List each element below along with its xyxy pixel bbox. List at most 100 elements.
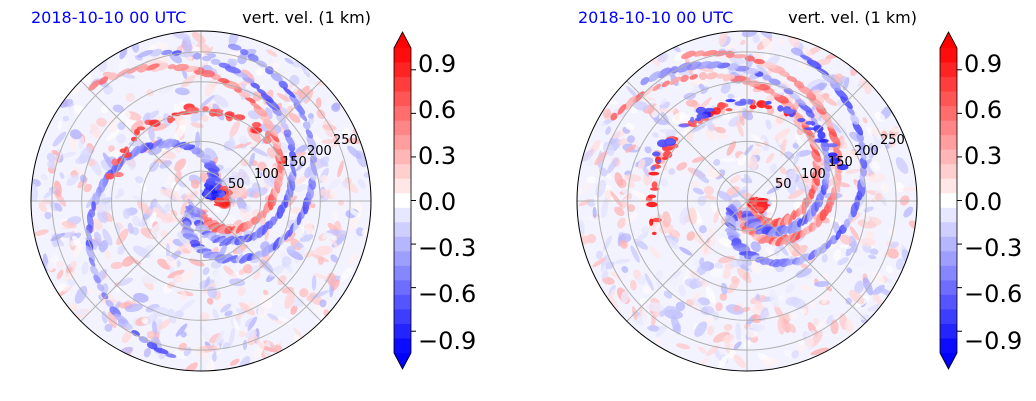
field-band-cell — [139, 142, 150, 154]
field-cell — [242, 240, 257, 255]
field-cell — [191, 31, 206, 44]
field-cell — [841, 142, 848, 149]
field-cell — [115, 192, 123, 199]
field-cell — [56, 269, 64, 280]
polar-grid — [31, 31, 371, 371]
field-band-cell — [153, 347, 169, 354]
field-band-cell — [617, 103, 627, 115]
field-cell — [730, 189, 747, 199]
panel-variable-label: vert. vel. (1 km) — [242, 8, 371, 27]
field-band-cell — [698, 72, 708, 80]
field-cell — [101, 310, 108, 324]
field-cell — [62, 151, 76, 158]
field-cell — [696, 260, 711, 276]
field-cell — [671, 88, 685, 101]
field-cell — [733, 305, 740, 312]
field-cell — [713, 159, 721, 166]
field-cell — [716, 133, 729, 139]
colorbar-swatch — [940, 178, 957, 194]
field-cell — [190, 107, 206, 123]
feature-cell — [647, 194, 657, 199]
field-cell — [168, 308, 177, 324]
field-cell — [735, 322, 742, 341]
field-band-cell — [786, 258, 795, 266]
field-band-cell — [859, 157, 868, 169]
field-cell — [826, 314, 834, 325]
field-cell — [729, 259, 744, 268]
colorbar-extend-min — [394, 353, 411, 369]
polar-plot-area — [577, 31, 917, 371]
field-cell — [141, 317, 149, 325]
feature-cell — [821, 141, 829, 147]
field-band-cell — [306, 135, 317, 150]
colorbar-tick-label: 0.3 — [418, 142, 456, 170]
field-cell — [175, 124, 186, 140]
field-cell — [609, 289, 616, 300]
field-cell — [722, 268, 731, 280]
field-cell — [777, 317, 785, 335]
field-band-cell — [250, 82, 260, 89]
field-band-cell — [173, 63, 189, 72]
field-band-cell — [657, 67, 672, 79]
feature-cell — [218, 109, 224, 113]
field-cell — [294, 242, 304, 249]
field-cell — [750, 314, 762, 324]
field-cell — [736, 120, 744, 137]
field-cell — [223, 265, 235, 276]
field-cell — [57, 120, 62, 131]
field-cell — [133, 292, 149, 303]
field-band-cell — [217, 77, 230, 84]
feature-cell — [827, 152, 838, 158]
field-cell — [62, 115, 70, 122]
feature-cell — [136, 126, 146, 131]
colorbar-tick-label: 0.9 — [418, 50, 456, 78]
field-cell — [346, 145, 362, 159]
field-cell — [33, 229, 49, 237]
field-cell — [704, 194, 717, 200]
field-cell — [116, 228, 129, 246]
radial-tick-label: 50 — [228, 177, 245, 192]
field-cell — [132, 215, 141, 226]
field-cell — [238, 168, 251, 186]
field-cell — [320, 159, 329, 167]
field-band-cell — [96, 283, 105, 292]
field-cell — [826, 286, 833, 292]
feature-cell — [819, 139, 829, 143]
field-cell — [109, 116, 117, 133]
field-cell — [339, 267, 353, 282]
field-cell — [758, 31, 773, 39]
field-cell — [55, 260, 65, 269]
field-cell — [715, 302, 723, 312]
field-cell — [102, 152, 114, 170]
colorbar-tick-label: −0.9 — [418, 327, 476, 355]
feature-cell — [665, 138, 675, 145]
field-cell — [655, 337, 662, 346]
field-band-cell — [276, 113, 287, 124]
field-cell — [839, 247, 847, 254]
field-cell — [304, 219, 314, 238]
colorbar-extend-max — [394, 32, 411, 48]
field-band-cell — [641, 86, 654, 98]
polar-frame — [30, 30, 372, 372]
colorbar-tick-label: 0.6 — [418, 96, 456, 124]
field-cell — [183, 362, 198, 371]
field-cell — [865, 230, 875, 239]
colorbar-swatch — [394, 135, 411, 151]
field-cell — [851, 260, 867, 268]
field-cell — [693, 168, 710, 184]
field-band-cell — [310, 159, 318, 176]
field-band-cell — [239, 48, 249, 56]
field-cell — [313, 273, 326, 279]
field-cell — [583, 182, 591, 191]
field-band-cell — [799, 54, 813, 61]
field-cell — [886, 248, 899, 259]
field-cell — [705, 286, 716, 304]
field-cell — [739, 115, 745, 126]
feature-cell — [765, 100, 772, 105]
radial-tick-label: 100 — [801, 167, 826, 182]
field-cell — [685, 99, 698, 108]
field-cell — [172, 282, 191, 293]
field-cell — [682, 267, 691, 285]
field-band-cell — [145, 63, 160, 71]
field-cell — [602, 108, 612, 118]
